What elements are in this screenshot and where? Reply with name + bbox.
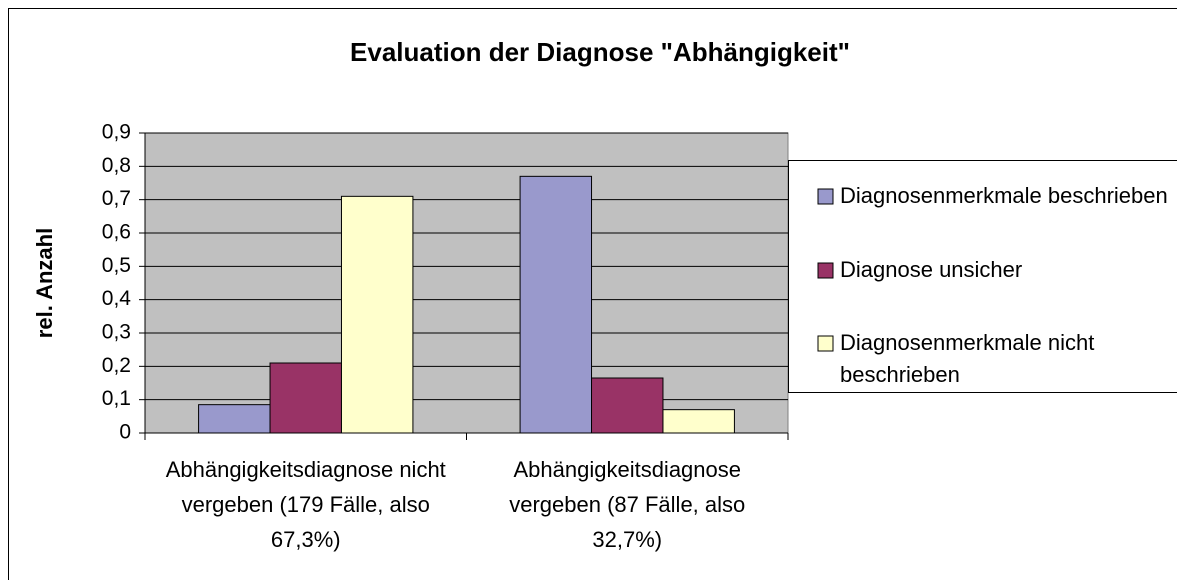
y-tick-label: 0,4	[102, 287, 132, 310]
bar	[340, 195, 414, 434]
legend-swatch	[817, 188, 834, 205]
y-tick-label: 0,2	[102, 354, 131, 377]
bar	[591, 377, 664, 434]
legend-label: Diagnose unsicher	[840, 257, 1023, 282]
y-axis-label: rel. Anzahl	[32, 228, 57, 338]
y-tick-label: 0,7	[102, 187, 131, 210]
plot-area	[144, 132, 789, 434]
legend-label: Diagnosenmerkmale beschrieben	[840, 183, 1168, 208]
y-tick-label: 0,9	[102, 121, 131, 144]
legend-box	[788, 160, 1177, 393]
y-tick-label: 0,6	[102, 221, 131, 244]
chart-frame	[8, 8, 1177, 580]
bar	[519, 175, 593, 434]
legend-swatch	[817, 335, 834, 352]
y-tick-label: 0,3	[102, 321, 131, 344]
bar	[198, 404, 271, 434]
legend-swatch	[817, 262, 834, 279]
bar	[662, 409, 735, 434]
y-tick-label: 0,1	[102, 387, 131, 410]
x-tick-label: Abhängigkeitsdiagnose nicht vergeben (17…	[165, 457, 446, 552]
x-tick-label: Abhängigkeitsdiagnose vergeben (87 Fälle…	[509, 457, 746, 552]
y-tick-label: 0,5	[102, 254, 131, 277]
bar	[269, 362, 342, 434]
chart-title: Evaluation der Diagnose "Abhängigkeit"	[350, 37, 850, 67]
y-tick-label: 0	[119, 421, 131, 444]
y-tick-label: 0,8	[102, 154, 131, 177]
legend-label: Diagnosenmerkmale nicht beschrieben	[840, 330, 1095, 387]
